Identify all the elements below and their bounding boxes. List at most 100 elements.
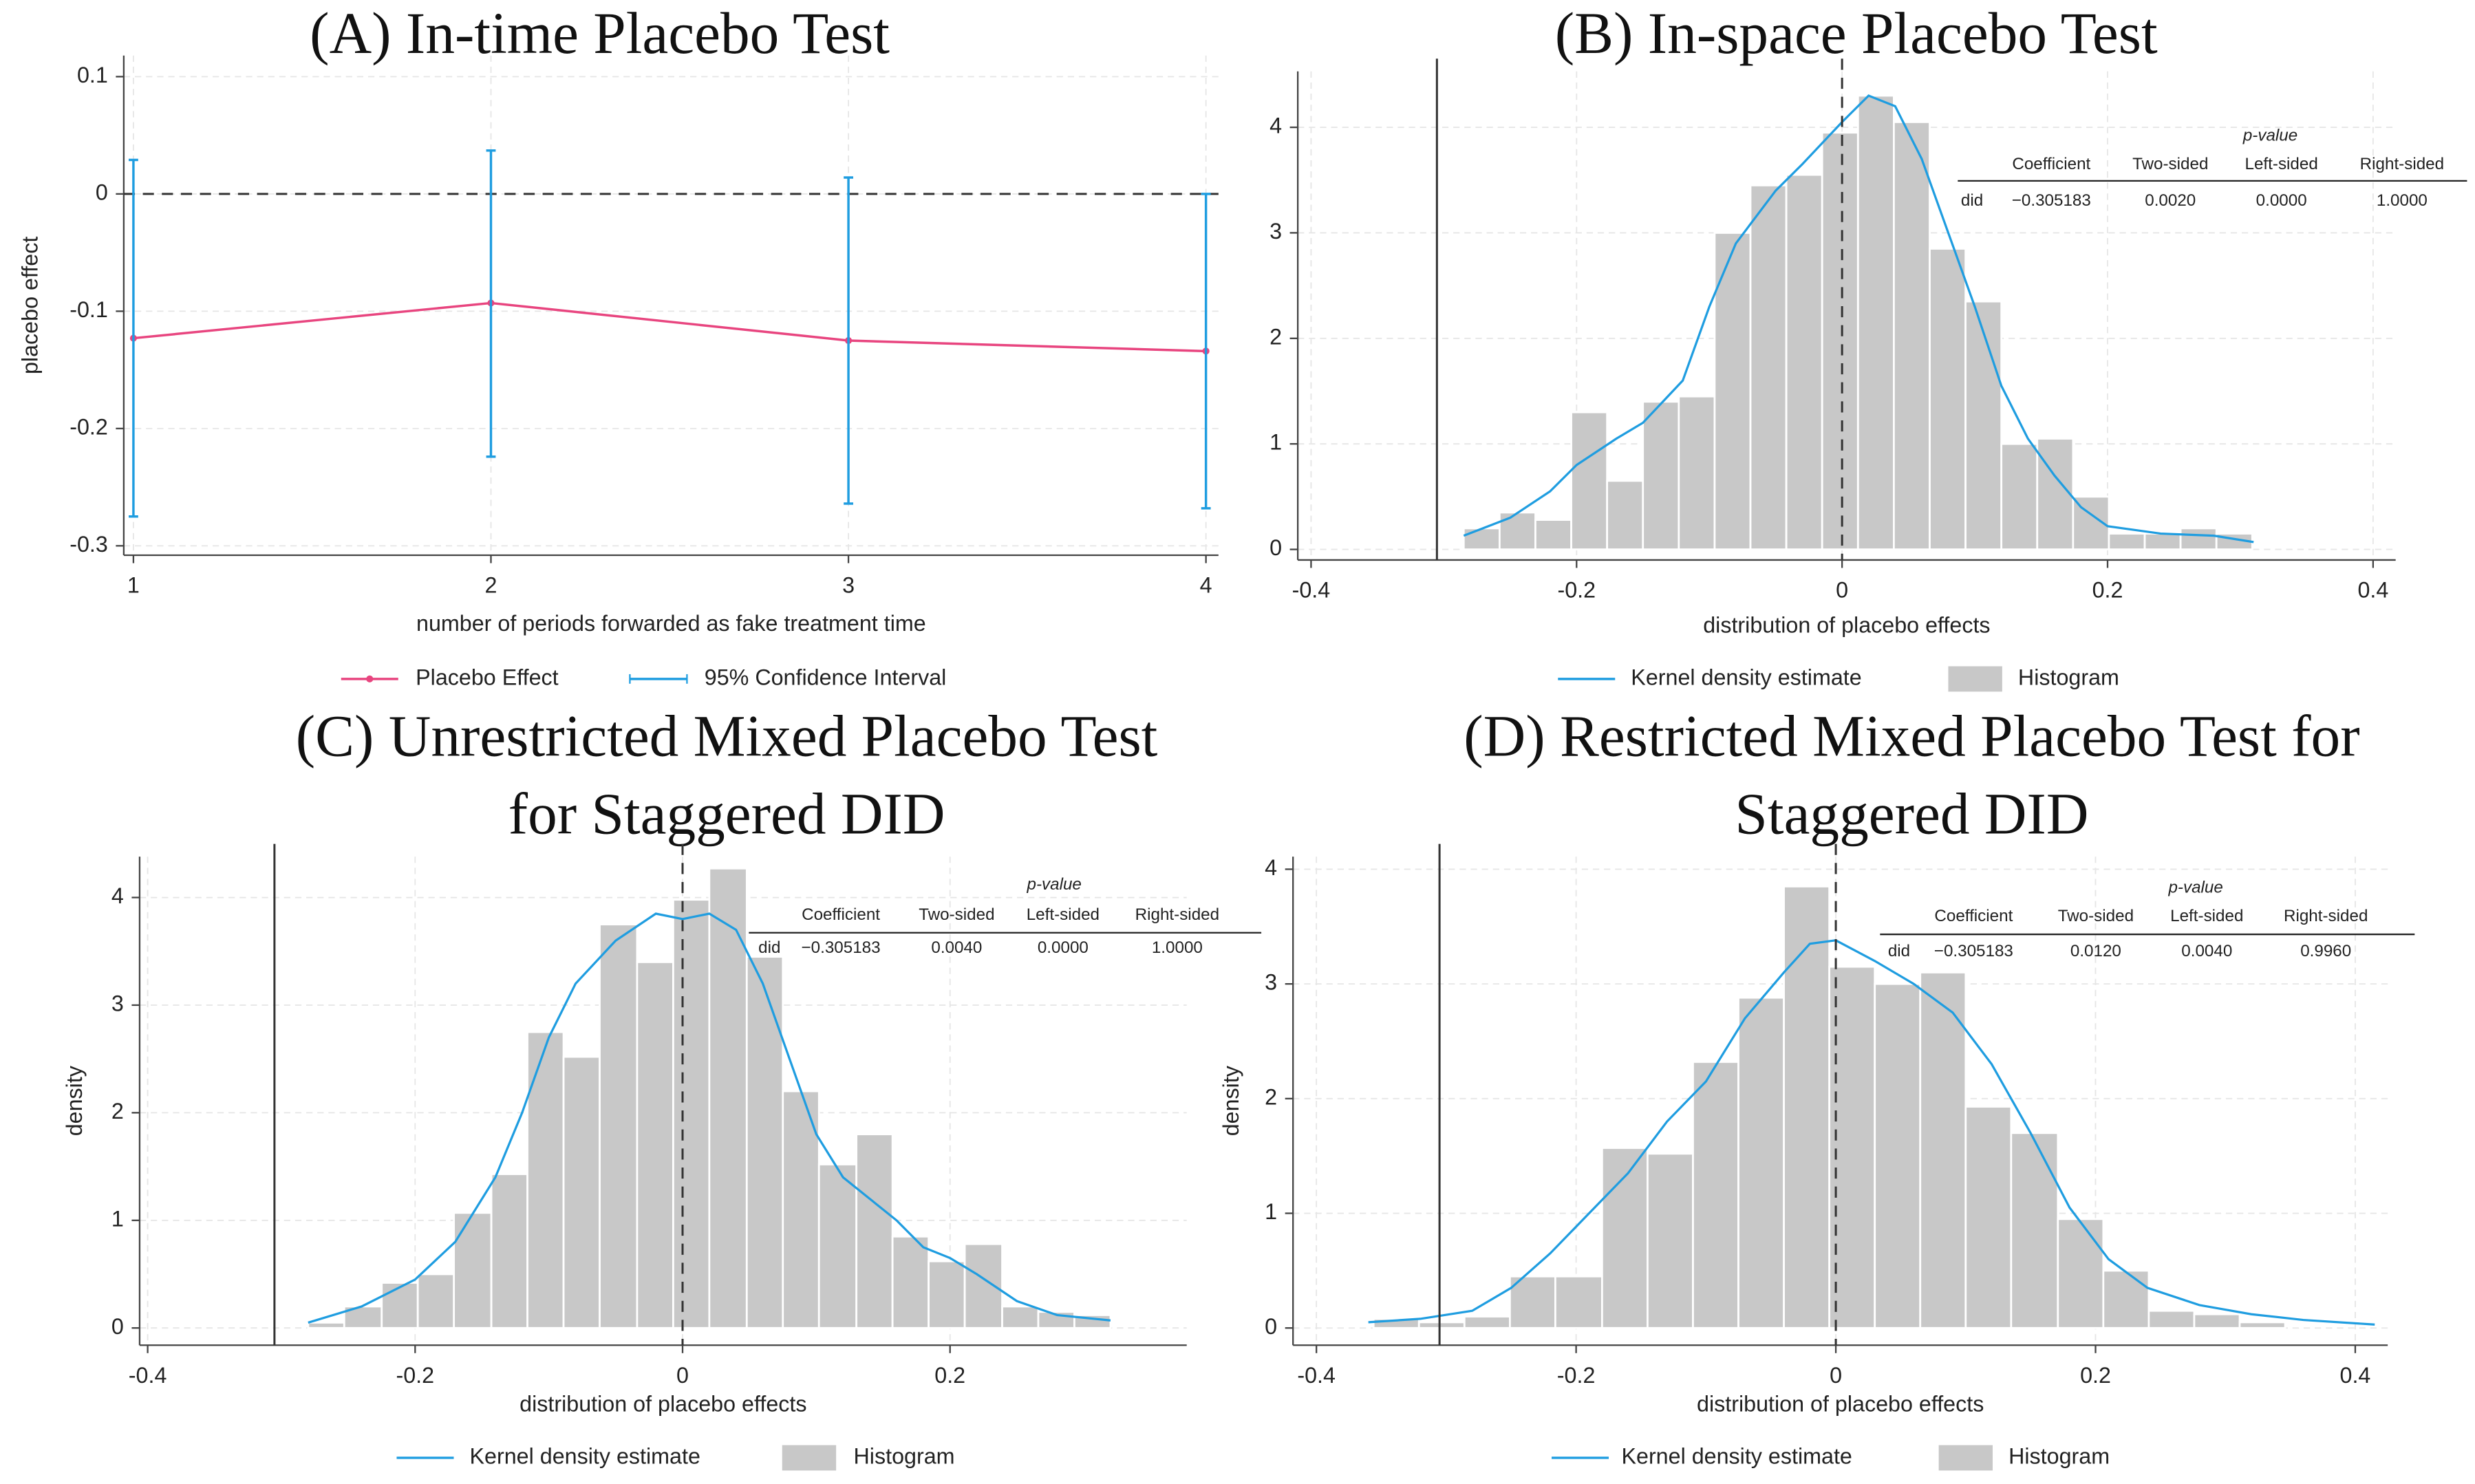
table-header: Left-sided [1027, 905, 1100, 924]
bar [1462, 527, 1501, 550]
x-tick-label: 0.2 [2080, 1363, 2111, 1388]
y-tick-label: -0.1 [69, 297, 108, 322]
chart-title: Staggered DID [1735, 782, 2088, 847]
bar [708, 867, 748, 1329]
bar [1749, 184, 1788, 550]
y-tick-label: 1 [1269, 430, 1282, 455]
bar [1821, 131, 1859, 550]
y-tick-label: 4 [111, 883, 124, 908]
y-tick-label: 0 [96, 180, 108, 204]
y-tick-label: 2 [111, 1099, 124, 1123]
bar [636, 960, 674, 1329]
bar [1417, 1321, 1466, 1329]
density-line [1463, 94, 2254, 544]
table-title: p-value [1026, 875, 1081, 894]
table-cell: −0.305183 [1934, 942, 2013, 960]
table-header: Right-sided [2360, 155, 2444, 173]
x-tick-label: 0 [1836, 578, 1848, 603]
y-axis-label: placebo effect [18, 237, 43, 374]
bar [453, 1212, 493, 1329]
table-header: Left-sided [2170, 907, 2243, 925]
bar [1856, 94, 1895, 550]
table-row-label: did [758, 938, 780, 957]
bar [2000, 442, 2039, 550]
table-header: Right-sided [1135, 905, 1219, 924]
legend-swatch [782, 1445, 837, 1471]
chart-title: (A) In-time Placebo Test [310, 1, 890, 66]
x-tick-label: 0.2 [934, 1363, 965, 1388]
legend-label: Kernel density estimate [1621, 1443, 1852, 1468]
bar [1692, 1061, 1739, 1329]
bar [526, 1031, 565, 1329]
y-tick-label: 3 [1265, 970, 1277, 995]
bar [2143, 533, 2182, 550]
table-cell: 1.0000 [1152, 938, 1203, 957]
table-row-label: did [1888, 942, 1910, 960]
bar [1964, 1106, 2013, 1329]
bar [817, 1163, 858, 1329]
legend-label: Histogram [2008, 1443, 2110, 1468]
table-row-label: did [1961, 191, 1983, 210]
bar [1737, 996, 1785, 1329]
bar [2010, 1132, 2059, 1329]
bar [1785, 173, 1823, 550]
legend-label: Kernel density estimate [1631, 665, 1861, 689]
table-cell: 0.0040 [931, 938, 982, 957]
bar [490, 1173, 528, 1329]
bar [2193, 1313, 2241, 1329]
bar [745, 956, 784, 1329]
bar [1783, 885, 1831, 1329]
bar [855, 1133, 894, 1329]
bar [2102, 1269, 2150, 1329]
bar [1678, 395, 1716, 550]
bar [2057, 1218, 2105, 1329]
bar [1606, 480, 1644, 550]
table-header: Coefficient [802, 905, 880, 924]
bar [963, 1243, 1003, 1329]
bar [1508, 1275, 1556, 1329]
x-tick-label: 0 [1830, 1363, 1842, 1388]
x-axis-label: distribution of placebo effects [519, 1391, 806, 1416]
x-tick-label: -0.2 [1557, 1363, 1596, 1388]
bar [599, 923, 639, 1329]
bar [2179, 527, 2218, 550]
legend-marker [366, 675, 374, 682]
legend-swatch [1948, 666, 2002, 692]
table-title: p-value [2167, 879, 2222, 897]
y-tick-label: -0.3 [69, 532, 108, 557]
y-tick-label: -0.2 [69, 414, 108, 439]
bar [1001, 1305, 1040, 1329]
table-cell: −0.305183 [2012, 191, 2091, 210]
table-header: Two-sided [2132, 155, 2208, 173]
x-tick-label: 0.4 [2340, 1363, 2371, 1388]
legend-label: Histogram [2018, 665, 2119, 689]
chart-title: (B) In-space Placebo Test [1555, 1, 2158, 66]
table-header: Right-sided [2284, 907, 2368, 925]
x-axis-label: distribution of placebo effects [1703, 612, 1990, 637]
density-line [308, 912, 1111, 1324]
table-cell: 0.9960 [2300, 942, 2351, 960]
legend-swatch [1938, 1445, 1993, 1471]
bar [891, 1235, 930, 1329]
y-axis-label: density [1219, 1065, 1243, 1136]
bar [1570, 411, 1609, 550]
bar [1713, 232, 1752, 550]
bar [928, 1260, 966, 1329]
bar [1647, 1152, 1694, 1329]
bar [1964, 300, 2003, 550]
y-tick-label: 1 [111, 1206, 124, 1231]
legend-label: Histogram [854, 1443, 955, 1468]
bar [1919, 971, 1967, 1329]
x-axis-label: distribution of placebo effects [1697, 1391, 1984, 1416]
bar [381, 1282, 419, 1329]
bar [307, 1322, 345, 1329]
x-tick-label: 0.4 [2357, 578, 2388, 603]
x-tick-label: 1 [127, 573, 140, 598]
y-tick-label: 0 [1269, 535, 1282, 560]
x-tick-label: 3 [842, 573, 855, 598]
y-tick-label: 3 [1269, 219, 1282, 244]
table-header: Two-sided [2058, 907, 2134, 925]
bar [416, 1273, 456, 1329]
